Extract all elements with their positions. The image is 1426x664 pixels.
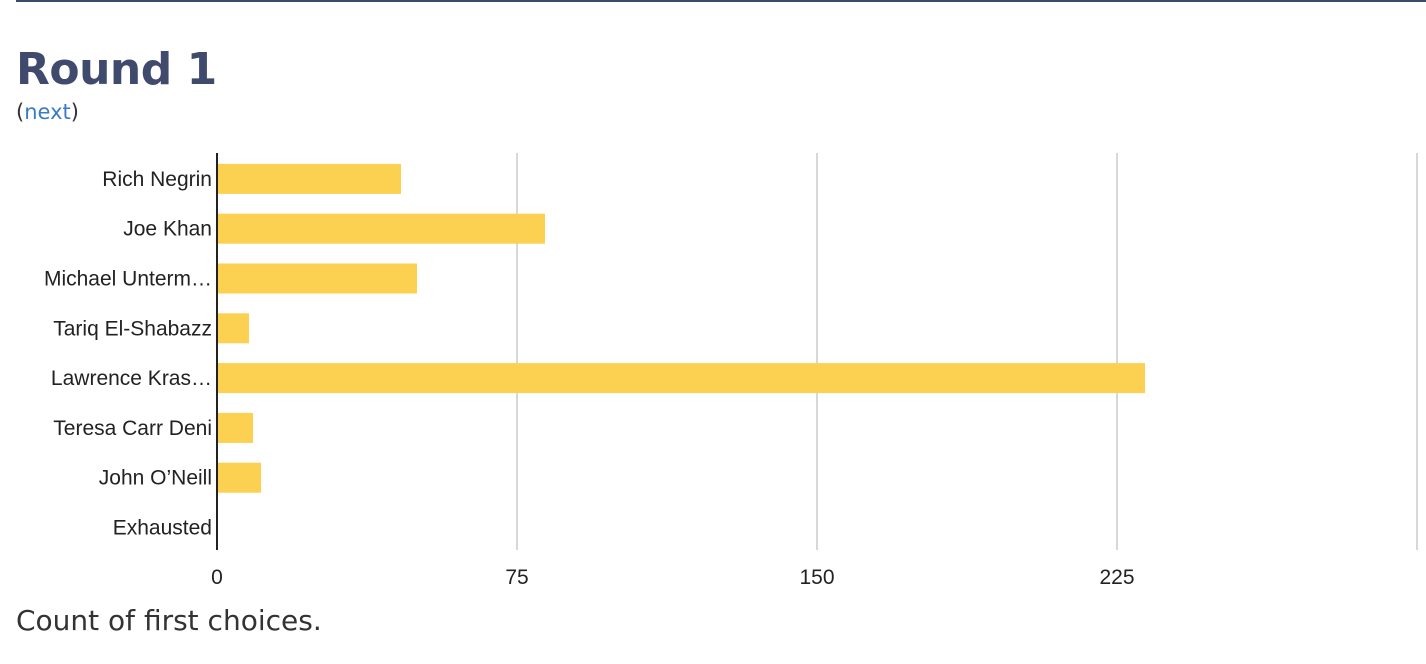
x-tick-label: 75 [505,566,528,589]
bar-4 [217,363,1145,394]
category-label: Michael Unterm… [44,268,212,291]
chart-container: Rich Negrin Joe Khan Michael Unterm… Tariq … [0,150,1426,594]
bar-0 [217,163,401,194]
category-label: Tariq El-Shabazz [53,317,212,340]
x-tick-label: 0 [211,566,223,589]
next-round-link[interactable]: next [24,100,71,124]
bar-6 [217,462,261,493]
x-tick-label: 225 [1099,566,1134,589]
category-label: Rich Negrin [102,168,212,191]
page-title: Round 1 [16,44,217,95]
open-paren: ( [16,100,25,124]
category-label: John O’Neill [99,467,212,490]
category-label: Joe Khan [123,218,212,241]
x-tick-label: 150 [799,566,834,589]
bar-3 [217,313,249,344]
category-label: Exhausted [113,517,212,540]
bar-1 [217,213,545,244]
bar-5 [217,412,253,443]
top-divider [16,0,1426,2]
category-label: Lawrence Kras… [51,367,212,390]
bar-2 [217,263,417,294]
bar-chart: Rich Negrin Joe Khan Michael Unterm… Tariq … [44,153,1418,589]
close-paren: ) [70,100,79,124]
chart-caption: Count of first choices. [16,604,322,637]
round-navigation: (next) [16,100,79,124]
category-label: Teresa Carr Deni [53,417,212,440]
